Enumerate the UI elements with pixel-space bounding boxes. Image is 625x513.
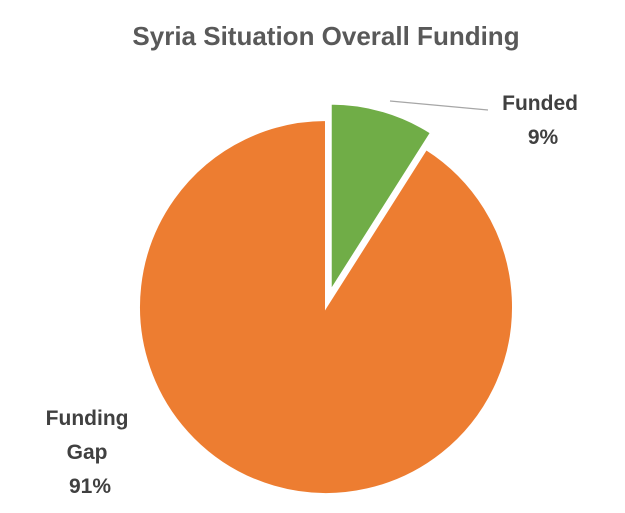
funded-slice: [329, 102, 433, 295]
pie-slices: [138, 102, 514, 495]
funded-leader-line: [389, 100, 489, 111]
funded-label: Funded 9%: [502, 92, 584, 149]
funding-gap-slice: [138, 118, 514, 495]
funded-label-percent: 9%: [528, 126, 559, 149]
funding-gap-label: Funding Gap 91%: [46, 407, 135, 498]
funding-gap-label-line1: Funding: [46, 407, 129, 430]
funded-label-name: Funded: [502, 92, 578, 115]
funding-gap-label-line2: Gap: [67, 441, 108, 464]
chart-title: Syria Situation Overall Funding: [132, 21, 519, 51]
funding-gap-label-percent: 91%: [69, 475, 111, 498]
